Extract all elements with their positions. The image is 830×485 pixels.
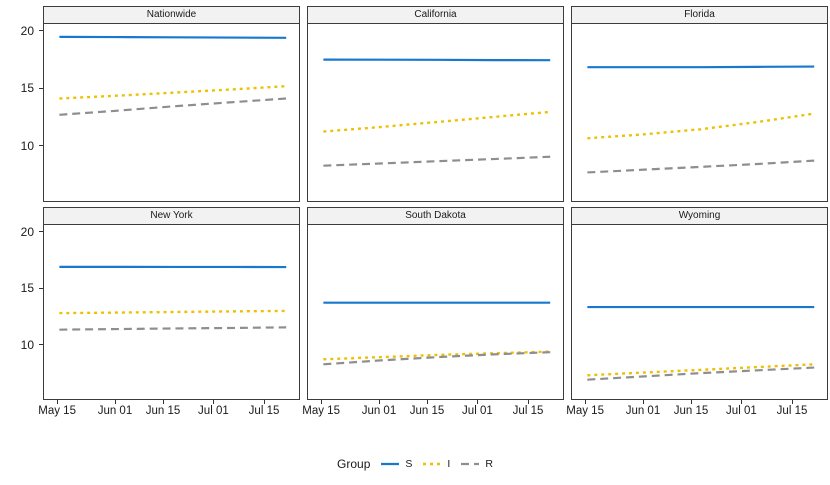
facet-strip: Wyoming	[571, 207, 828, 225]
x-tick-mark	[213, 400, 215, 404]
legend-label: I	[447, 458, 451, 470]
legend-item-r: R	[461, 458, 493, 470]
x-tick-label: Jul 15	[248, 405, 280, 417]
x-axis-col2: May 15 Jun 01 Jun 15 Jul 01 Jul 15	[302, 400, 564, 422]
x-axis-col3: May 15 Jun 01 Jun 15 Jul 01 Jul 15	[566, 400, 828, 422]
x-axis-col1: May 15 Jun 01 Jun 15 Jul 01 Jul 15	[38, 400, 300, 422]
series-line-i	[59, 309, 287, 315]
y-axis-row2: 20 15 10	[0, 225, 43, 400]
legend-label: R	[485, 458, 493, 470]
facet-title: Wyoming	[678, 210, 721, 221]
y-tick-label: 20	[20, 224, 34, 239]
facet-panel-wyoming	[571, 225, 828, 400]
series-line-s	[59, 35, 287, 39]
x-tick-mark	[792, 400, 794, 404]
facet-wyoming: Wyoming	[571, 207, 828, 400]
legend: Group S I R	[0, 452, 830, 476]
x-tick-label: May 15	[566, 405, 604, 417]
facet-title: Florida	[684, 9, 715, 20]
facet-california: California	[307, 6, 564, 202]
facet-strip: New York	[43, 207, 300, 225]
x-tick-mark	[114, 400, 116, 404]
series-line-i	[59, 85, 287, 100]
facet-strip: Nationwide	[43, 6, 300, 24]
y-axis-row1: 20 15 10	[0, 24, 43, 202]
y-tick-label: 15	[20, 281, 34, 296]
x-tick-mark	[427, 400, 429, 404]
x-tick-mark	[691, 400, 693, 404]
x-tick-mark	[585, 400, 587, 404]
x-tick-label: Jul 15	[512, 405, 544, 417]
series-line-r	[587, 159, 815, 174]
y-tick-label: 10	[20, 138, 34, 153]
facet-title: South Dakota	[405, 210, 466, 221]
y-tick-mark	[39, 344, 43, 346]
x-tick-mark	[163, 400, 165, 404]
x-tick-mark	[378, 400, 380, 404]
facet-title: Nationwide	[146, 9, 197, 20]
x-tick-mark	[477, 400, 479, 404]
x-tick-mark	[642, 400, 644, 404]
facet-new-york: New York	[43, 207, 300, 400]
x-tick-label: Jun 01	[97, 405, 133, 417]
x-tick-label: Jul 15	[776, 405, 808, 417]
legend-item-i: I	[423, 458, 450, 470]
facet-strip: South Dakota	[307, 207, 564, 225]
x-tick-mark	[321, 400, 323, 404]
x-tick-mark	[57, 400, 59, 404]
series-line-s	[587, 65, 815, 69]
facet-florida: Florida	[571, 6, 828, 202]
series-line-r	[323, 155, 551, 167]
facet-title: New York	[150, 210, 193, 221]
facet-nationwide: Nationwide	[43, 6, 300, 202]
series-line-r	[59, 326, 287, 331]
legend-key-i-line-icon	[423, 462, 442, 466]
x-tick-label: Jun 01	[625, 405, 661, 417]
facet-panel-california	[307, 24, 564, 202]
x-tick-mark	[741, 400, 743, 404]
x-tick-mark	[264, 400, 266, 404]
series-line-i	[587, 112, 815, 140]
legend-label: S	[405, 458, 413, 470]
legend-key-s-line-icon	[381, 462, 400, 466]
x-tick-label: Jun 01	[361, 405, 397, 417]
y-tick-mark	[39, 287, 43, 289]
y-tick-mark	[39, 231, 43, 233]
facet-panel-new-york	[43, 225, 300, 400]
y-tick-label: 15	[20, 81, 34, 96]
series-line-i	[323, 350, 551, 361]
x-tick-label: Jun 15	[145, 405, 181, 417]
x-tick-mark	[528, 400, 530, 404]
facet-panel-south-dakota	[307, 225, 564, 400]
x-tick-label: Jun 15	[673, 405, 709, 417]
facet-south-dakota: South Dakota	[307, 207, 564, 400]
facet-panel-nationwide	[43, 24, 300, 202]
x-tick-label: Jul 01	[726, 405, 757, 417]
facet-title: California	[414, 9, 457, 20]
y-tick-mark	[39, 145, 43, 147]
legend-item-s: S	[381, 458, 412, 470]
series-line-s	[323, 58, 551, 62]
y-tick-mark	[39, 30, 43, 32]
legend-title: Group	[337, 457, 371, 471]
y-tick-label: 20	[20, 23, 34, 38]
series-line-r	[59, 97, 287, 116]
x-tick-label: Jul 01	[462, 405, 493, 417]
x-tick-label: May 15	[302, 405, 340, 417]
y-tick-mark	[39, 87, 43, 89]
y-tick-label: 10	[20, 337, 34, 352]
x-tick-label: Jun 15	[409, 405, 445, 417]
series-line-i	[587, 363, 815, 377]
series-line-i	[323, 110, 551, 133]
x-tick-label: May 15	[38, 405, 76, 417]
facet-strip: Florida	[571, 6, 828, 24]
facet-panel-florida	[571, 24, 828, 202]
legend-key-r-line-icon	[461, 462, 480, 466]
facet-strip: California	[307, 6, 564, 24]
x-tick-label: Jul 01	[198, 405, 229, 417]
